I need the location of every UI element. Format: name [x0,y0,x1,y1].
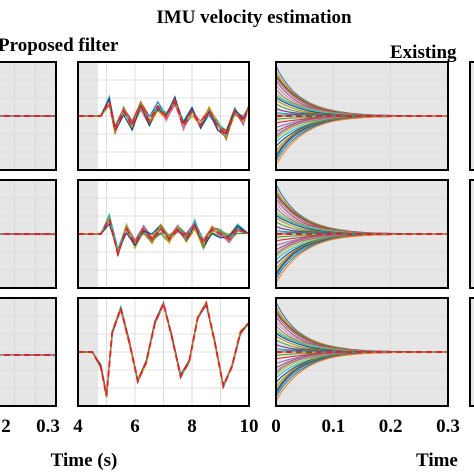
reference-line [78,300,250,396]
xtick-proposed-full-6: 6 [130,416,140,437]
x-axis-label-existing: Time [416,450,458,471]
xtick-existing-zoom-0.1: 0.1 [321,416,345,437]
xtick-existing-zoom-0: 0 [271,416,281,437]
reference-line [78,216,250,257]
panel-frame-proposed-full-row-2 [77,179,250,289]
xtick-proposed-full-10: 10 [240,416,259,437]
x-axis-label-proposed: Time (s) [51,450,118,471]
panel-frame-proposed-full-row-3 [77,297,250,407]
xtick-proposed-zoom-0.3: 0.3 [36,416,60,437]
reference-line [78,98,250,138]
panel-frame-existing-edge [469,61,474,171]
xtick-existing-zoom-0.2: 0.2 [379,416,403,437]
panel-grid: 4 6 8 10 0 0.1 0.2 0.3 [0,61,474,437]
group-label-existing: Existing [390,42,457,63]
panel-frame-existing-edge [469,179,474,289]
panel-frame-existing-edge [469,297,474,407]
panel-frame-proposed-full-row-1 [77,61,250,171]
xtick-proposed-full-8: 8 [187,416,197,437]
xtick-existing-zoom-0.3: 0.3 [436,416,460,437]
figure-title: IMU velocity estimation [156,7,352,28]
group-label-proposed: Proposed filter [0,35,119,56]
xtick-proposed-zoom-2: 2 [1,416,11,437]
xtick-proposed-full-4: 4 [73,416,83,437]
